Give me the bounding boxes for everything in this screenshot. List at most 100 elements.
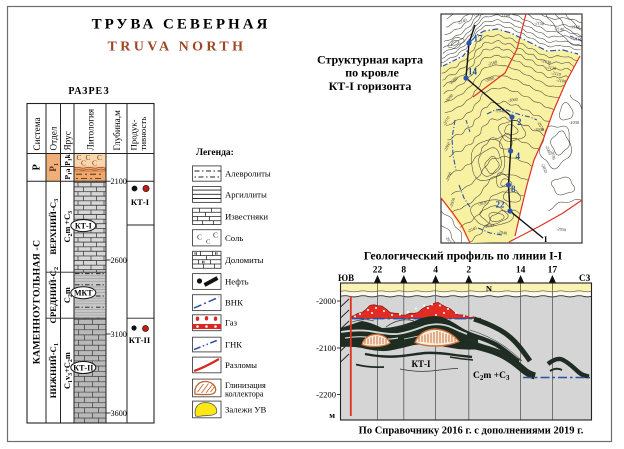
svg-text:ВНК: ВНК [225, 298, 243, 308]
svg-text:2: 2 [517, 117, 522, 127]
svg-text:Отдел: Отдел [49, 126, 59, 150]
svg-text:-2140: -2140 [554, 26, 564, 32]
svg-text:2100: 2100 [111, 177, 127, 186]
svg-text:-2150: -2150 [534, 20, 545, 26]
svg-text:22: 22 [373, 266, 383, 276]
svg-text:-2160: -2160 [570, 24, 580, 30]
svg-text:-2050: -2050 [556, 226, 567, 232]
svg-text:НИЖНИЙ-С1: НИЖНИЙ-С1 [48, 343, 60, 398]
svg-text:-2036: -2036 [550, 149, 557, 161]
svg-text:-2030: -2030 [444, 235, 454, 246]
svg-text:14: 14 [468, 67, 478, 77]
svg-text:КТ-II: КТ-II [129, 335, 151, 345]
svg-text:-2200: -2200 [316, 390, 336, 400]
svg-text:-2000: -2000 [316, 296, 336, 306]
svg-text:СЗ: СЗ [579, 273, 590, 283]
svg-text:РАЗРЕЗ: РАЗРЕЗ [68, 86, 109, 97]
svg-text:-2040: -2040 [495, 108, 505, 114]
svg-text:-2130: -2130 [541, 58, 552, 65]
svg-text:-2090: -2090 [484, 76, 495, 83]
svg-text:По Справочнику 2016 г. с допол: По Справочнику 2016 г. с дополнениями 20… [359, 426, 584, 437]
svg-text:-2120: -2120 [546, 64, 557, 71]
svg-text:м: м [329, 410, 335, 420]
svg-text:14: 14 [516, 266, 526, 276]
svg-text:коллектора: коллектора [225, 389, 264, 398]
svg-text:C: C [86, 153, 91, 162]
svg-text:17: 17 [548, 266, 558, 276]
svg-text:-2160: -2160 [500, 12, 510, 18]
svg-text:-2140: -2140 [456, 17, 467, 26]
svg-text:-2150: -2150 [473, 11, 484, 18]
svg-text:КТ-I: КТ-I [411, 359, 431, 369]
svg-text:Р1k: Р1k [63, 153, 74, 165]
svg-text:2600: 2600 [111, 256, 127, 265]
svg-text:-2170: -2170 [548, 10, 558, 16]
svg-text:КТ-I: КТ-I [75, 221, 92, 230]
svg-text:8: 8 [511, 184, 516, 194]
svg-text:Р1: Р1 [48, 163, 60, 172]
svg-text:-2110: -2110 [551, 70, 562, 77]
svg-text:ВЕРХНИЙ-С3: ВЕРХНИЙ-С3 [48, 199, 60, 255]
svg-text:по кровле: по кровле [345, 66, 399, 80]
svg-text:Алевролиты: Алевролиты [225, 169, 271, 179]
svg-text:С2m: С2m [63, 287, 74, 303]
svg-text:Разломы: Разломы [225, 360, 257, 370]
svg-text:TRUVA NORTH: TRUVA NORTH [108, 40, 247, 55]
svg-text:С1v3+С2m: С1v3+С2m [63, 352, 74, 389]
svg-text:-2070: -2070 [442, 115, 451, 126]
svg-text:C: C [97, 153, 102, 162]
svg-text:СРЕДНИЙ-С2: СРЕДНИЙ-С2 [48, 267, 60, 324]
svg-text:C: C [213, 230, 218, 239]
svg-text:-2080: -2080 [447, 75, 458, 85]
svg-text:-2060: -2060 [444, 171, 452, 182]
svg-text:Доломиты: Доломиты [225, 255, 264, 265]
svg-text:3100: 3100 [111, 330, 127, 339]
svg-text:Газ: Газ [225, 318, 238, 328]
svg-text:Известняки: Известняки [225, 211, 268, 221]
svg-text:N: N [486, 284, 493, 294]
svg-text:Соль: Соль [225, 233, 243, 243]
svg-text:-2070: -2070 [536, 120, 545, 131]
svg-text:-2060: -2060 [544, 144, 553, 155]
svg-text:-2030: -2030 [569, 120, 579, 125]
svg-text:Глубина,м: Глубина,м [112, 110, 122, 151]
svg-text:Р: Р [32, 164, 43, 170]
svg-text:-2150: -2150 [572, 36, 582, 42]
svg-text:Продук-: Продук- [129, 119, 139, 150]
svg-text:Ярус: Ярус [63, 131, 73, 150]
svg-text:МКТ: МКТ [74, 289, 93, 298]
svg-text:Р1a: Р1a [63, 168, 74, 179]
svg-text:C: C [206, 238, 210, 245]
svg-text:-2036: -2036 [534, 127, 545, 132]
svg-text:C: C [92, 159, 97, 168]
svg-text:Структурная карта: Структурная карта [317, 53, 423, 67]
svg-text:Литология: Литология [86, 108, 96, 150]
svg-text:4: 4 [516, 151, 521, 161]
svg-text:Аргиллиты: Аргиллиты [225, 189, 267, 199]
svg-text:Система: Система [32, 117, 42, 150]
svg-text:-2050: -2050 [540, 163, 548, 174]
svg-text:-2100: -2100 [556, 77, 567, 84]
svg-text:Легенда:: Легенда: [196, 148, 234, 158]
svg-text:Нефть: Нефть [225, 277, 249, 287]
svg-text:C: C [81, 159, 86, 168]
svg-text:-2020: -2020 [477, 200, 488, 207]
svg-text:Залежи УВ: Залежи УВ [225, 405, 266, 415]
svg-text:22: 22 [496, 200, 506, 210]
svg-text:-2040: -2040 [497, 229, 508, 236]
svg-text:C: C [77, 153, 82, 162]
svg-text:Геологический профиль по линии: Геологический профиль по линии I-I [364, 249, 563, 263]
svg-text:-2030: -2030 [483, 223, 494, 229]
svg-text:Глинизация: Глинизация [225, 381, 266, 390]
svg-text:ЮВ: ЮВ [338, 273, 354, 283]
svg-text:тивность: тивность [138, 117, 148, 151]
svg-text:17: 17 [474, 34, 484, 44]
svg-text:ТРУВА СЕВЕРНАЯ: ТРУВА СЕВЕРНАЯ [92, 17, 271, 33]
svg-text:С2m +С3: С2m +С3 [473, 371, 510, 382]
svg-text:C: C [197, 232, 202, 241]
svg-text:КТ-I: КТ-I [131, 197, 150, 207]
svg-text:КАМЕННОУГОЛЬНАЯ -С: КАМЕННОУГОЛЬНАЯ -С [32, 240, 43, 365]
svg-text:С2m +С3: С2m +С3 [63, 211, 74, 243]
svg-text:-2060: -2060 [507, 97, 518, 103]
svg-text:-2100: -2100 [316, 343, 336, 353]
